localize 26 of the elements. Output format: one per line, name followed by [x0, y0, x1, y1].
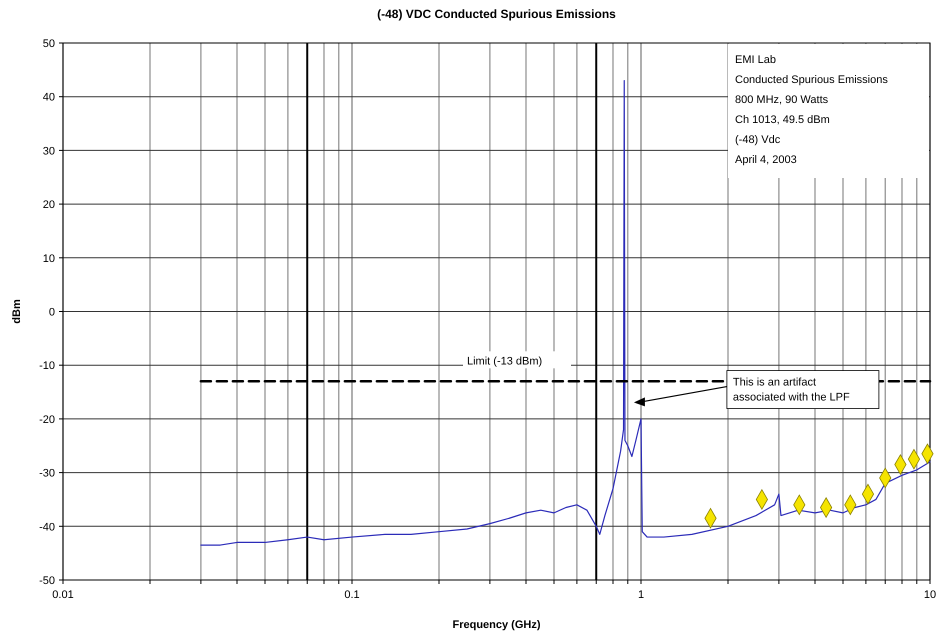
y-tick-label: -40: [39, 521, 55, 534]
annotation: April 4, 2003: [735, 154, 797, 166]
x-tick-label: 1: [638, 589, 644, 601]
annotation: (-48) Vdc: [735, 134, 781, 146]
annotation: Limit (-13 dBm): [467, 355, 542, 368]
y-tick-label: 20: [42, 199, 55, 212]
x-tick-label: 0.01: [52, 589, 74, 601]
x-axis-title: Frequency (GHz): [452, 619, 541, 631]
annotation: Conducted Spurious Emissions: [735, 74, 888, 86]
y-tick-label: 40: [42, 92, 55, 104]
chart-title: (-48) VDC Conducted Spurious Emissions: [377, 7, 616, 21]
x-tick-label: 10: [924, 589, 936, 601]
y-tick-label: 50: [42, 38, 55, 50]
y-tick-label: -30: [39, 468, 55, 480]
x-tick-label: 0.1: [344, 589, 360, 601]
annotation: This is an artifact associated with the LPF: [732, 376, 850, 404]
annotation: EMI Lab: [735, 54, 776, 66]
y-tick-label: -10: [39, 360, 55, 372]
y-axis-title: dBm: [11, 299, 23, 324]
y-tick-label: 0: [48, 306, 55, 318]
annotation: Ch 1013, 49.5 dBm: [735, 114, 830, 126]
y-tick-label: 30: [42, 145, 55, 158]
y-tick-label: 10: [42, 252, 55, 265]
y-tick-label: -50: [39, 575, 55, 587]
annotation: 800 MHz, 90 Watts: [735, 94, 829, 106]
y-tick-label: -20: [39, 414, 55, 426]
